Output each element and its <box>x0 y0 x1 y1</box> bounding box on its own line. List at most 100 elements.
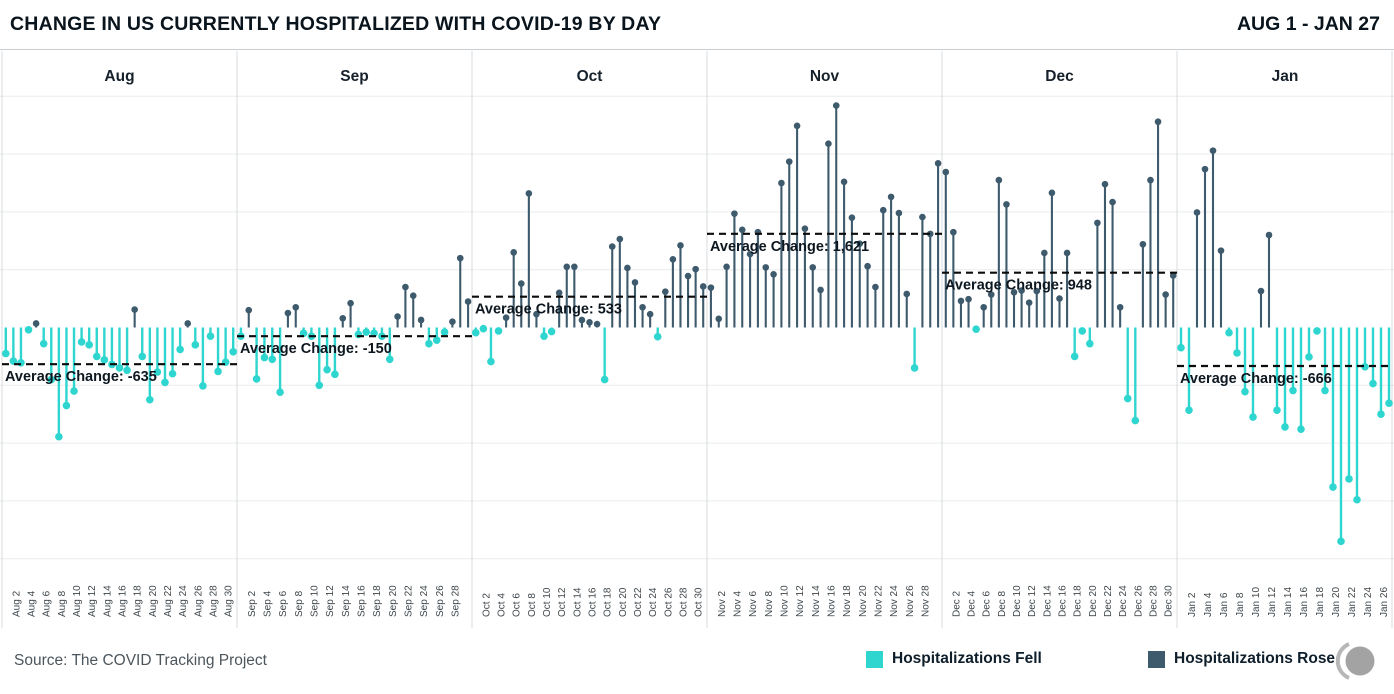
data-point-dot <box>950 228 957 236</box>
data-point-dot <box>1297 425 1305 434</box>
data-point-dot <box>1056 295 1063 302</box>
x-axis-tick-label: Oct 10 <box>542 587 553 617</box>
data-point-dot <box>624 264 631 272</box>
data-point-dot <box>276 388 284 397</box>
data-point-dot <box>825 140 832 147</box>
data-point-dot <box>449 318 456 326</box>
data-point-dot <box>1305 353 1313 361</box>
x-axis-tick-label: Dec 10 <box>1012 585 1023 617</box>
x-axis-tick-label: Nov 24 <box>889 585 900 617</box>
data-point-dot <box>1177 343 1185 352</box>
data-point-dot <box>47 375 56 384</box>
x-axis-tick-label: Oct 4 <box>497 593 508 617</box>
x-axis-tick-label: Sep 16 <box>356 585 367 617</box>
page-title: CHANGE IN US CURRENTLY HOSPITALIZED WITH… <box>10 13 662 35</box>
data-point-dot <box>1353 495 1361 504</box>
chart-area: Aug Average Change: -635 Aug 2 Aug 4 Aug 6 Au… <box>0 50 1394 630</box>
x-axis-tick-label: Sep 20 <box>388 585 399 617</box>
data-point-dot <box>957 297 965 305</box>
data-point-dot <box>456 254 464 262</box>
data-point-dot <box>972 325 980 334</box>
data-point-dot <box>1116 303 1124 311</box>
x-axis-tick-label: Oct 6 <box>512 593 523 617</box>
x-axis-tick-label: Nov 16 <box>826 585 837 617</box>
x-axis-tick-label: Sep 8 <box>294 590 305 617</box>
x-axis-tick-label: Oct 14 <box>572 587 583 617</box>
data-point-dot <box>1010 288 1018 296</box>
x-axis-tick-label: Dec 4 <box>967 590 978 617</box>
x-axis-tick-label: Aug 12 <box>87 585 98 617</box>
x-axis-tick-label: Aug 28 <box>208 585 219 617</box>
data-point-dot <box>347 299 354 307</box>
x-axis-tick-label: Dec 18 <box>1073 585 1084 617</box>
data-point-dot <box>1377 410 1385 419</box>
data-point-dot <box>1329 483 1337 491</box>
data-point-dot <box>1147 176 1154 184</box>
data-point-dot <box>199 382 207 390</box>
data-point-dot <box>563 263 571 271</box>
data-point-dot <box>942 168 950 176</box>
data-point-dot <box>770 271 777 278</box>
data-point-dot <box>1070 352 1079 361</box>
x-axis-tick-label: Oct 22 <box>633 587 644 617</box>
x-axis-tick-label: Dec 14 <box>1042 585 1053 617</box>
x-axis-tick-label: Sep 26 <box>435 585 446 617</box>
data-point-dot <box>92 352 101 361</box>
x-axis-tick-label: Sep 10 <box>309 585 320 617</box>
x-axis-tick-label: Jan 18 <box>1315 587 1326 617</box>
x-axis-tick-label: Oct 16 <box>588 587 599 617</box>
x-axis-tick-label: Nov 2 <box>717 590 728 617</box>
data-point-dot <box>409 292 417 300</box>
data-point-dot <box>887 193 895 201</box>
data-point-dot <box>1265 231 1273 239</box>
x-axis-tick-label: Nov 6 <box>748 590 759 617</box>
month-label: Nov <box>810 68 840 85</box>
data-point-dot <box>62 401 71 410</box>
data-point-dot <box>1209 147 1217 154</box>
chart-footer: Source: The COVID Tracking Project Hospi… <box>0 630 1394 694</box>
data-point-dot <box>793 122 801 130</box>
average-change-label: Average Change: -150 <box>240 341 392 357</box>
data-point-dot <box>153 368 162 376</box>
x-axis-tick-label: Aug 6 <box>42 590 53 617</box>
x-axis-tick-label: Aug 8 <box>57 590 68 617</box>
data-point-dot <box>17 358 25 367</box>
data-point-dot <box>817 286 824 294</box>
data-point-dot <box>1086 339 1094 348</box>
data-point-dot <box>1101 180 1109 188</box>
data-point-dot <box>494 327 503 335</box>
data-point-dot <box>1233 349 1241 357</box>
data-point-dot <box>608 243 616 250</box>
data-point-dot <box>9 357 18 365</box>
data-point-dot <box>1345 475 1353 483</box>
data-point-dot <box>77 338 86 346</box>
data-point-dot <box>1 349 10 358</box>
data-point-dot <box>715 315 723 323</box>
x-axis-tick-label: Aug 16 <box>118 585 129 617</box>
data-point-dot <box>1321 386 1329 395</box>
x-axis-tick-label: Sep 2 <box>247 590 258 617</box>
data-point-dot <box>1281 423 1289 431</box>
x-axis-tick-label: Jan 20 <box>1331 587 1342 617</box>
data-point-dot <box>1225 328 1233 337</box>
data-point-dot <box>292 303 300 311</box>
data-point-dot <box>895 209 903 217</box>
data-point-dot <box>872 283 879 291</box>
x-axis-tick-label: Oct 12 <box>557 587 568 617</box>
data-point-dot <box>1025 299 1033 306</box>
data-point-dot <box>662 288 669 295</box>
data-point-dot <box>191 341 200 349</box>
data-point-dot <box>677 242 684 249</box>
x-axis-tick-label: Jan 12 <box>1267 587 1278 617</box>
data-point-dot <box>146 395 154 404</box>
average-change-label: Average Change: 948 <box>945 278 1092 294</box>
data-point-dot <box>578 316 586 324</box>
data-point-dot <box>1131 416 1140 425</box>
data-point-dot <box>995 176 1003 184</box>
date-range-label: AUG 1 - JAN 27 <box>1236 13 1380 35</box>
legend-swatch-rose <box>1148 650 1165 668</box>
x-axis-tick-label: Aug 20 <box>148 585 159 617</box>
data-point-dot <box>55 432 63 441</box>
x-axis-tick-label: Dec 26 <box>1133 585 1144 617</box>
data-point-dot <box>315 381 324 390</box>
